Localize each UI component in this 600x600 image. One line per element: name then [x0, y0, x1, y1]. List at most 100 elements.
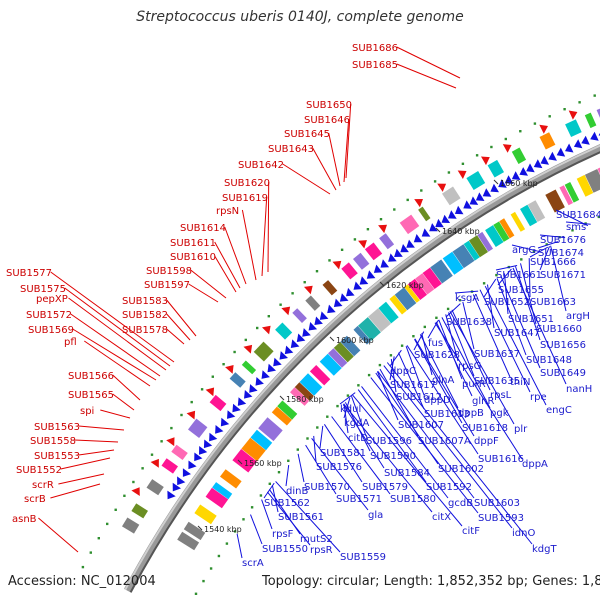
leader-line — [70, 313, 161, 377]
gene-label: SUB1635 — [474, 376, 520, 387]
leader-line — [261, 196, 268, 277]
gene-label: argG — [512, 245, 536, 256]
gene-arrow — [177, 476, 186, 486]
gc-dot — [160, 440, 163, 443]
gc-dot — [316, 426, 319, 429]
gc-dot — [315, 270, 319, 273]
feature-block — [305, 295, 321, 311]
leader-line — [472, 294, 511, 378]
gene-label: ksgA — [455, 293, 479, 304]
gene-arrow — [448, 210, 457, 219]
leader-line — [462, 301, 475, 350]
gene-label: SUB1558 — [30, 436, 76, 447]
gene-label: SUB1618 — [462, 423, 508, 434]
gene-label: SUB1563 — [34, 422, 80, 433]
gene-arrow — [346, 287, 355, 297]
leader-line — [539, 246, 550, 271]
gene-label: rpsL — [490, 390, 512, 401]
gene-arrow — [429, 223, 438, 232]
gene-label: SUB1572 — [26, 310, 72, 321]
feature-block — [468, 235, 488, 258]
gene-label: SUB1628 — [414, 350, 460, 361]
leader-line — [511, 244, 541, 253]
gene-arrow — [194, 452, 203, 462]
gene-label: SUB1597 — [144, 280, 190, 291]
gc-dot — [490, 145, 493, 149]
feature-block — [378, 301, 399, 324]
gene-arrow — [203, 439, 213, 449]
gc-dot — [296, 448, 299, 451]
feature-block — [271, 406, 292, 426]
gene-label: SUB1620 — [224, 178, 270, 189]
gc-dot — [190, 400, 193, 404]
gene-label: SUB1590 — [370, 451, 416, 462]
gene-arrow — [131, 487, 140, 496]
leader-line — [396, 63, 457, 89]
scale-tick — [435, 227, 441, 233]
gene-label: SUB1650 — [306, 100, 352, 111]
feature-block — [229, 372, 246, 388]
gc-dot — [114, 508, 117, 511]
gene-label: engC — [546, 405, 572, 416]
gene-label: SUB1570 — [304, 482, 350, 493]
gene-arrow — [167, 490, 176, 500]
gene-arrow — [463, 200, 472, 209]
feature-block — [407, 278, 427, 300]
gc-dot — [346, 394, 350, 397]
leader-line — [78, 449, 115, 456]
leader-line — [414, 338, 475, 437]
gene-arrow — [215, 425, 224, 434]
leader-line — [331, 416, 391, 495]
gc-dot — [357, 384, 360, 387]
leader-line — [406, 345, 479, 455]
ring-arc — [124, 144, 600, 591]
gene-arrow — [373, 264, 383, 273]
leader-line — [72, 328, 157, 381]
gc-dot — [97, 537, 100, 540]
scale-label: 1560 kbp — [244, 459, 282, 468]
gene-arrow — [290, 339, 300, 348]
gene-label: asnB — [12, 514, 37, 525]
gc-dot — [200, 388, 204, 391]
gc-dot — [277, 471, 281, 474]
gc-dot — [519, 130, 522, 133]
gene-arrow — [261, 370, 270, 379]
gc-dot — [353, 238, 357, 241]
gene-label: dppC — [390, 366, 416, 377]
feature-block — [292, 308, 307, 323]
gene-arrow — [441, 214, 451, 223]
ring-arc — [129, 151, 600, 593]
leader-line — [50, 483, 101, 499]
gene-label: SUB1584 — [384, 468, 430, 479]
gene-label: gcdB — [448, 498, 473, 509]
gc-dot — [211, 375, 214, 378]
feature-block — [341, 262, 358, 280]
gene-arrow — [186, 410, 196, 420]
gc-dot — [340, 248, 344, 251]
gene-label: SUB1553 — [34, 451, 80, 462]
gc-dot — [379, 218, 383, 221]
feature-block — [597, 167, 600, 175]
gc-dot — [132, 480, 135, 484]
leader-line — [441, 317, 491, 409]
scale-tick — [237, 459, 243, 465]
gc-dot — [217, 554, 221, 558]
feature-block — [340, 335, 361, 357]
gene-arrow — [237, 397, 247, 406]
gene-label: citD — [348, 433, 368, 444]
gene-arrow — [590, 131, 599, 141]
feature-block — [258, 417, 283, 442]
gene-label: SUB1607 — [398, 420, 444, 431]
feature-block — [415, 273, 435, 295]
gene-arrow — [481, 156, 490, 166]
gene-arrow — [232, 403, 241, 413]
gene-arrow — [469, 196, 479, 205]
feature-block — [418, 206, 431, 222]
leader-line — [377, 370, 475, 499]
leader-line — [500, 275, 541, 369]
gene-label: gla — [368, 510, 383, 521]
leader-line — [241, 209, 257, 281]
gene-label: SUB1676 — [540, 235, 586, 246]
leader-line — [58, 473, 105, 485]
leader-line — [449, 311, 515, 425]
